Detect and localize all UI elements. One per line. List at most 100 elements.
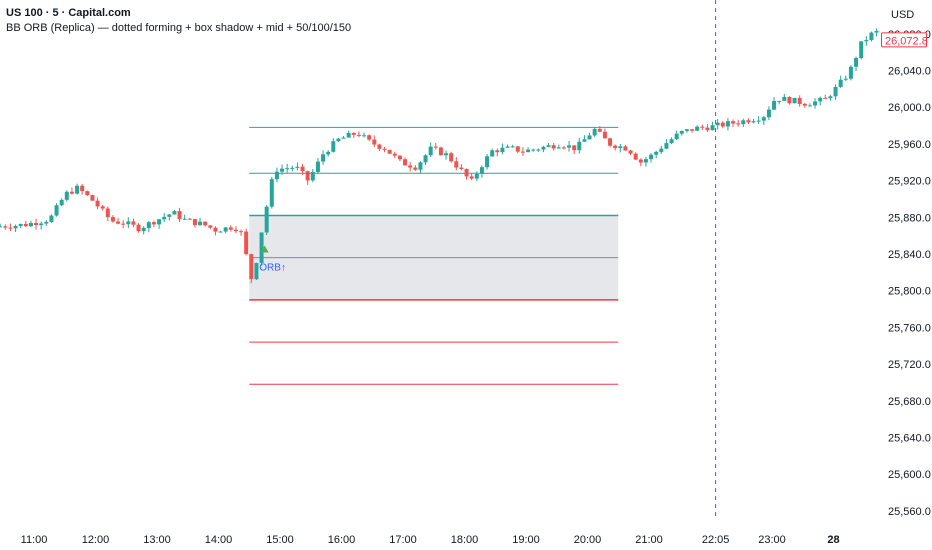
candle-151 [772, 97, 777, 111]
x-tick-label-2: 13:00 [143, 534, 171, 546]
candle-143 [731, 119, 736, 128]
candle-body [290, 167, 295, 169]
x-tick-label-7: 18:00 [451, 534, 479, 546]
candle-body [761, 117, 766, 121]
candle-70 [356, 131, 361, 138]
candle-body [126, 221, 131, 225]
candle-49 [249, 253, 254, 284]
candle-25 [126, 217, 131, 229]
candle-141 [720, 121, 725, 129]
candle-124 [633, 152, 638, 161]
candle-body [869, 32, 874, 41]
candle-body [618, 146, 623, 149]
candle-body [828, 96, 833, 99]
candle-body [203, 221, 208, 226]
candle-body [110, 217, 115, 222]
candle-116 [592, 127, 597, 137]
candle-body [182, 218, 187, 220]
candle-body [561, 147, 566, 149]
candle-body [848, 66, 853, 79]
candle-69 [351, 132, 356, 138]
y-tick-label-2: 25,640.0 [888, 433, 931, 445]
candle-body [859, 41, 864, 59]
candle-body [777, 100, 782, 102]
candle-body [746, 120, 751, 123]
candle-body [807, 105, 812, 107]
candle-body [623, 146, 628, 151]
candle-77 [392, 151, 397, 159]
candle-body [249, 254, 254, 280]
candle-body [131, 221, 136, 225]
candle-68 [346, 130, 351, 138]
candle-43 [218, 230, 223, 233]
candle-58 [295, 162, 300, 171]
candle-body [438, 147, 443, 156]
candle-102 [520, 147, 525, 156]
candle-body [157, 219, 162, 225]
candle-body [346, 132, 351, 138]
candle-115 [587, 132, 592, 140]
candle-23 [116, 218, 121, 225]
candle-65 [331, 138, 336, 153]
candle-76 [387, 149, 392, 154]
candle-body [556, 147, 561, 149]
candle-53 [269, 176, 274, 209]
overlay-layer: ORB↑ [259, 0, 717, 520]
y-tick-label-3: 25,680.0 [888, 396, 931, 408]
x-tick-label-11: 23:00 [758, 534, 786, 546]
candle-body [310, 171, 315, 181]
candle-82 [418, 161, 423, 174]
candle-171 [874, 28, 879, 37]
candle-body [864, 40, 869, 42]
candle-148 [756, 116, 761, 125]
candle-body [100, 206, 105, 209]
candle-111 [567, 140, 572, 152]
candle-162 [828, 94, 833, 101]
candle-body [577, 141, 582, 151]
candle-32 [162, 212, 167, 222]
price-axis-background [880, 0, 932, 550]
candle-body [546, 145, 551, 147]
candle-body [823, 97, 828, 99]
candle-15 [75, 183, 80, 195]
candle-body [351, 132, 356, 135]
candle-118 [602, 128, 607, 139]
candle-67 [341, 136, 346, 139]
candle-body [700, 126, 705, 128]
candle-body [669, 139, 674, 144]
candle-59 [300, 163, 305, 175]
candle-body [418, 162, 423, 170]
candle-1 [3, 224, 8, 230]
candle-123 [628, 149, 633, 156]
candle-16 [80, 183, 85, 195]
candle-146 [746, 118, 751, 125]
candle-body [792, 97, 797, 104]
symbol-title[interactable]: US 100 · 5 · Capital.com [6, 7, 131, 19]
candle-layer [0, 28, 884, 284]
indicator-title[interactable]: BB ORB (Replica) — dotted forming + box … [6, 22, 352, 34]
candle-body [444, 153, 449, 156]
candle-body [433, 146, 438, 148]
candle-142 [725, 118, 730, 131]
y-tick-label-5: 25,760.0 [888, 322, 931, 334]
candle-121 [618, 143, 623, 153]
candle-87 [444, 150, 449, 160]
candle-45 [228, 225, 233, 232]
candle-14 [69, 187, 74, 195]
x-tick-label-8: 19:00 [512, 534, 540, 546]
candle-body [659, 148, 664, 152]
candle-body [854, 58, 859, 67]
candle-body [428, 146, 433, 156]
candle-body [526, 149, 531, 153]
candle-body [177, 211, 182, 219]
candle-body [218, 231, 223, 233]
candle-body [362, 135, 367, 137]
candle-38 [192, 218, 197, 228]
candle-body [520, 151, 525, 153]
candle-107 [546, 142, 551, 148]
currency-label[interactable]: USD [891, 9, 915, 21]
candle-body [505, 146, 510, 148]
candle-4 [18, 223, 23, 229]
candle-body [85, 191, 90, 196]
